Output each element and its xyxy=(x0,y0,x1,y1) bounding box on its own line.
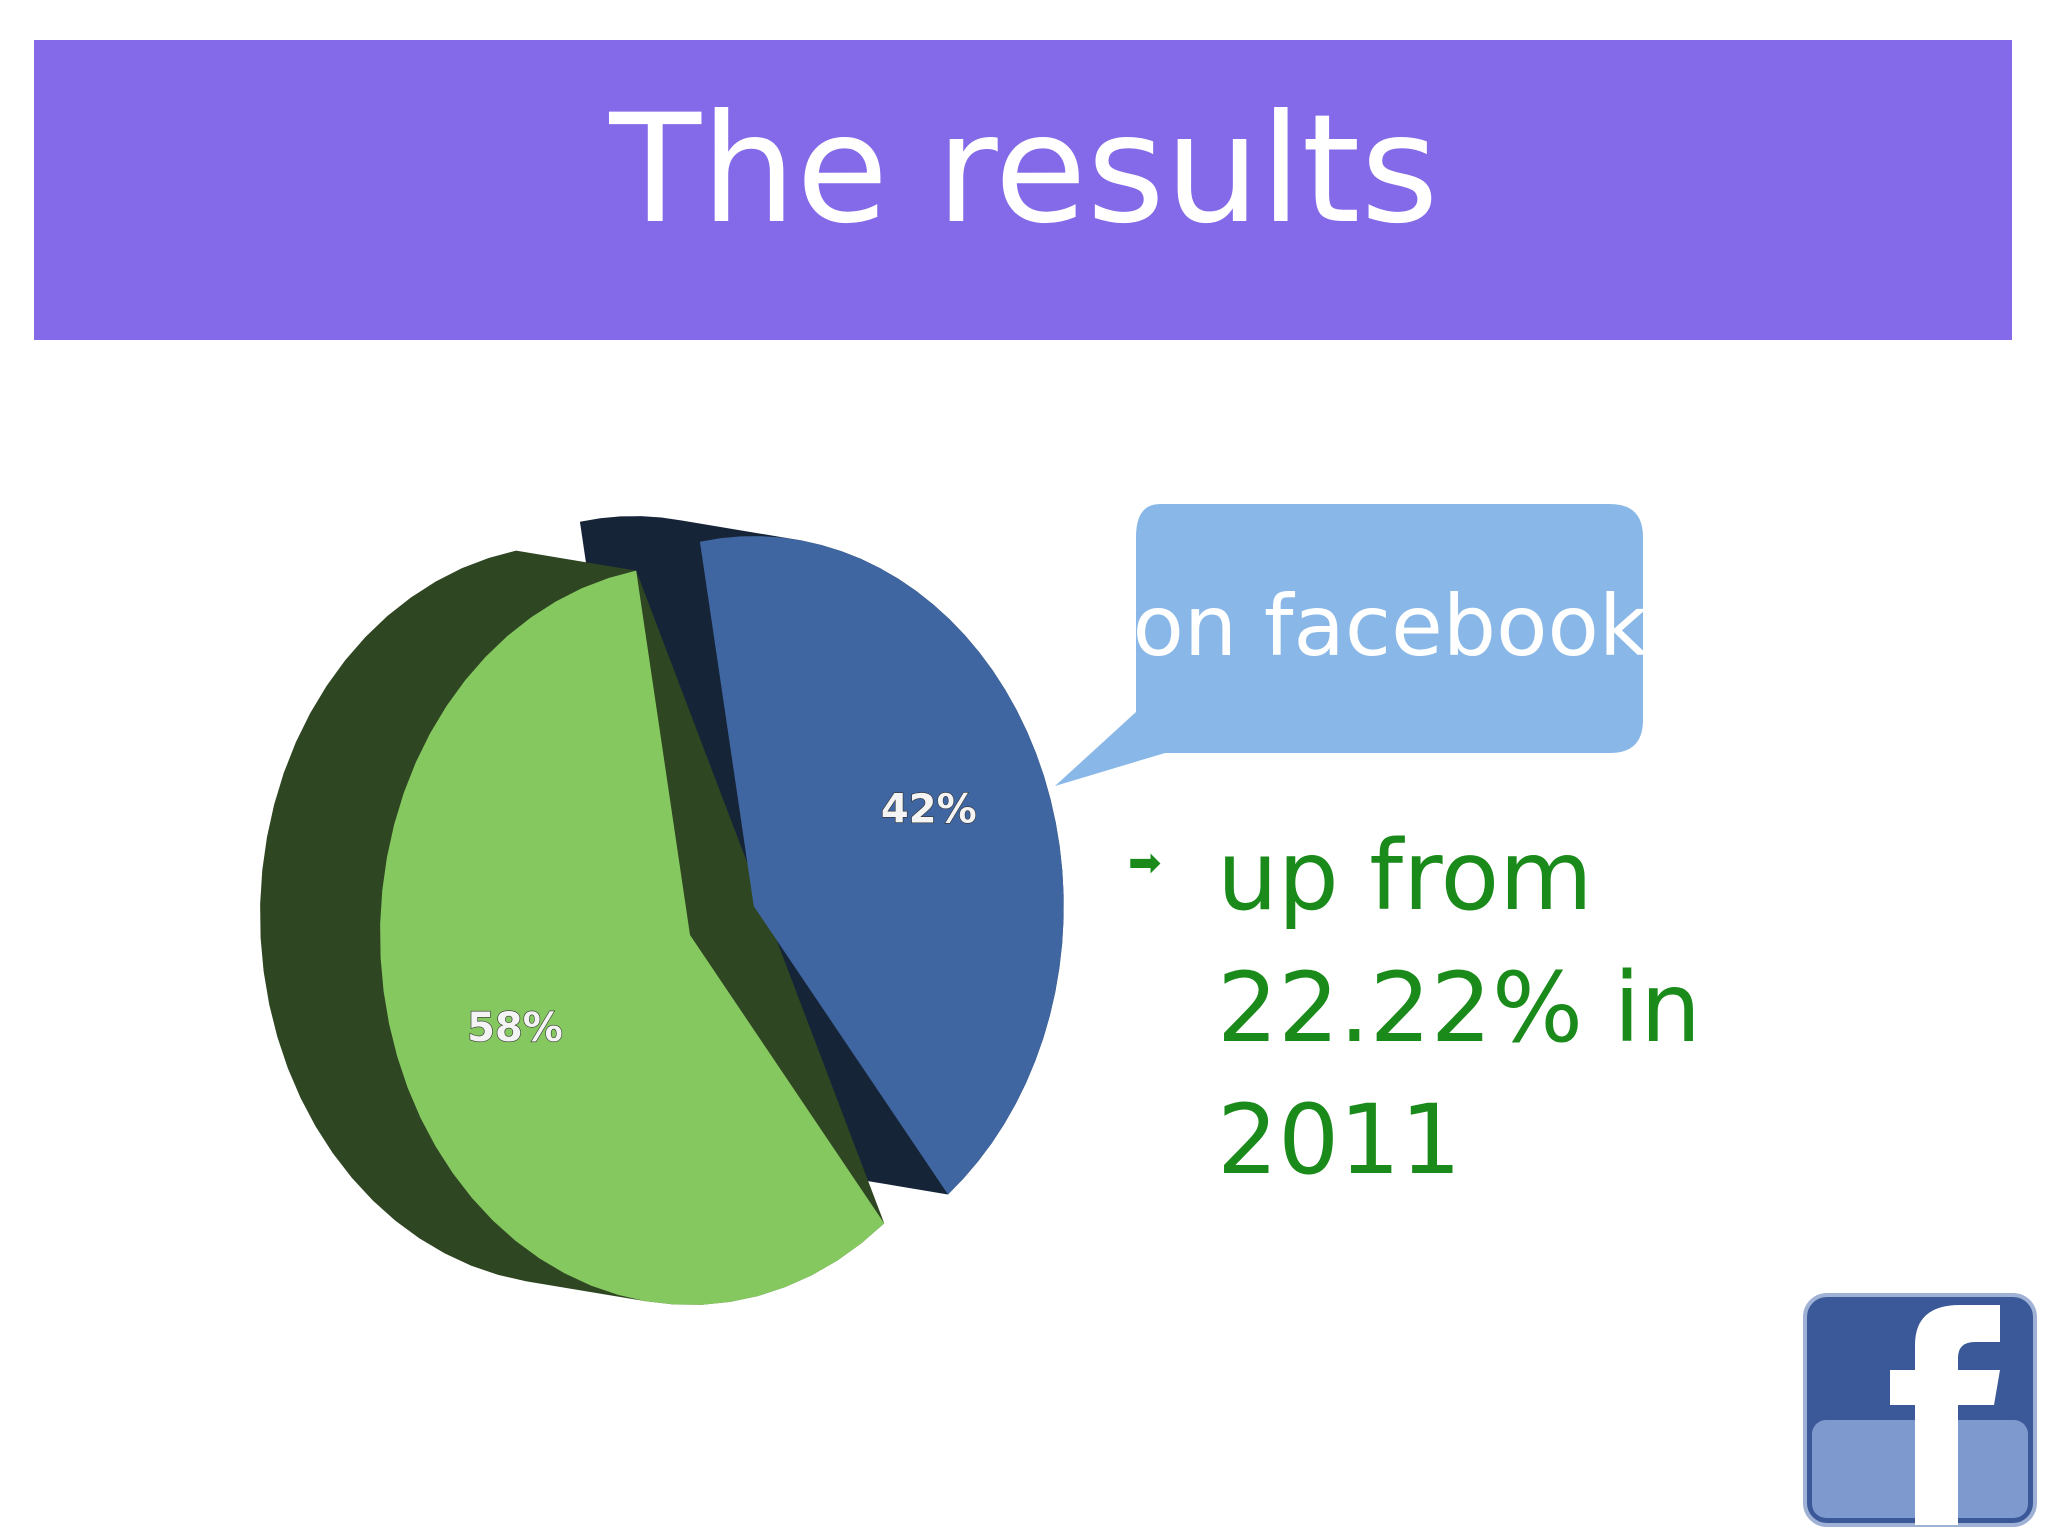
slice-label: 42% xyxy=(881,786,977,832)
title-band xyxy=(34,40,2012,340)
bullet-arrow: ➡ xyxy=(1128,840,1162,886)
callout-bubble xyxy=(1055,504,1643,786)
callout-text: on facebook xyxy=(1133,577,1648,675)
bullet-text: up from 22.22% in 2011 xyxy=(1217,820,1702,1196)
slide-title: The results xyxy=(609,83,1439,257)
slice-label: 58% xyxy=(467,1005,563,1051)
pie-slice xyxy=(699,536,1064,1195)
facebook-logo xyxy=(1803,1293,2037,1527)
pie-slice xyxy=(380,570,885,1305)
